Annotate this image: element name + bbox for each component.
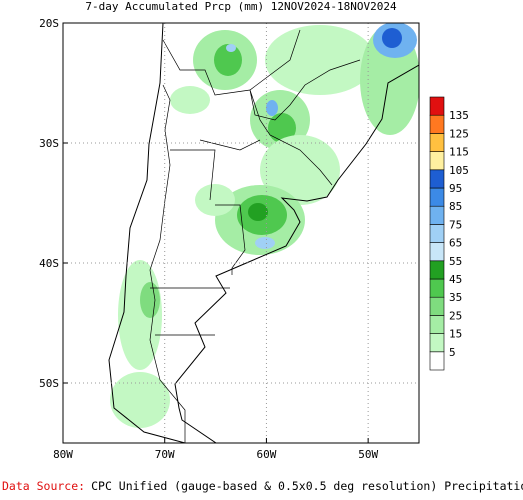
map-title: 7-day Accumulated Prcp (mm) 12NOV2024-18… (85, 0, 397, 13)
colorbar-box (429, 296, 445, 316)
lon-tick-label: 60W (256, 448, 276, 461)
data-source: Data Source: CPC Unified (gauge-based & 0… (2, 479, 523, 493)
colorbar-label: 85 (449, 200, 462, 213)
lon-tick-label: 80W (53, 448, 73, 461)
colorbar-box (429, 315, 445, 334)
colorbar-box (429, 205, 445, 225)
colorbar-label: 125 (449, 127, 469, 140)
lat-tick-label: 40S (39, 257, 59, 270)
colorbar-label: 55 (449, 255, 462, 268)
colorbar-box (429, 133, 445, 152)
lat-tick-label: 50S (39, 377, 59, 390)
colorbar-box (429, 114, 445, 134)
colorbar-label: 15 (449, 328, 462, 341)
colorbar-box (429, 151, 445, 171)
lat-tick-label: 30S (39, 137, 59, 150)
map-frame (62, 22, 420, 444)
colorbar-box (429, 96, 445, 116)
lon-tick-label: 50W (358, 448, 378, 461)
colorbar-label: 25 (449, 309, 462, 322)
colorbar-box (429, 224, 445, 243)
colorbar-box (429, 242, 445, 262)
colorbar-label: 105 (449, 164, 469, 177)
colorbar-box (429, 333, 445, 353)
axes: 20S 30S 40S 50S 80W 70W 60W 50W (39, 17, 378, 461)
colorbar-label: 95 (449, 182, 462, 195)
colorbar: 5 15 25 35 45 55 65 75 85 95 105 115 125 135 (429, 96, 469, 371)
colorbar-label: 65 (449, 237, 462, 250)
coastline (108, 23, 419, 443)
colorbar-box (429, 260, 445, 280)
colorbar-label: 75 (449, 218, 462, 231)
source-label: Data Source: (2, 479, 85, 493)
colorbar-label: 115 (449, 146, 469, 159)
colorbar-label: 5 (449, 346, 456, 359)
grid (63, 23, 419, 443)
precip-field (110, 23, 419, 428)
colorbar-box (429, 169, 445, 189)
colorbar-label: 135 (449, 109, 469, 122)
borders (149, 29, 361, 443)
source-text: CPC Unified (gauge-based & 0.5x0.5 deg r… (91, 479, 523, 493)
colorbar-label: 35 (449, 291, 462, 304)
map-area (63, 23, 419, 443)
colorbar-label: 45 (449, 273, 462, 286)
colorbar-box (429, 187, 445, 207)
lon-tick-label: 70W (155, 448, 175, 461)
lat-tick-label: 20S (39, 17, 59, 30)
colorbar-box (429, 278, 445, 298)
colorbar-box (429, 351, 445, 371)
